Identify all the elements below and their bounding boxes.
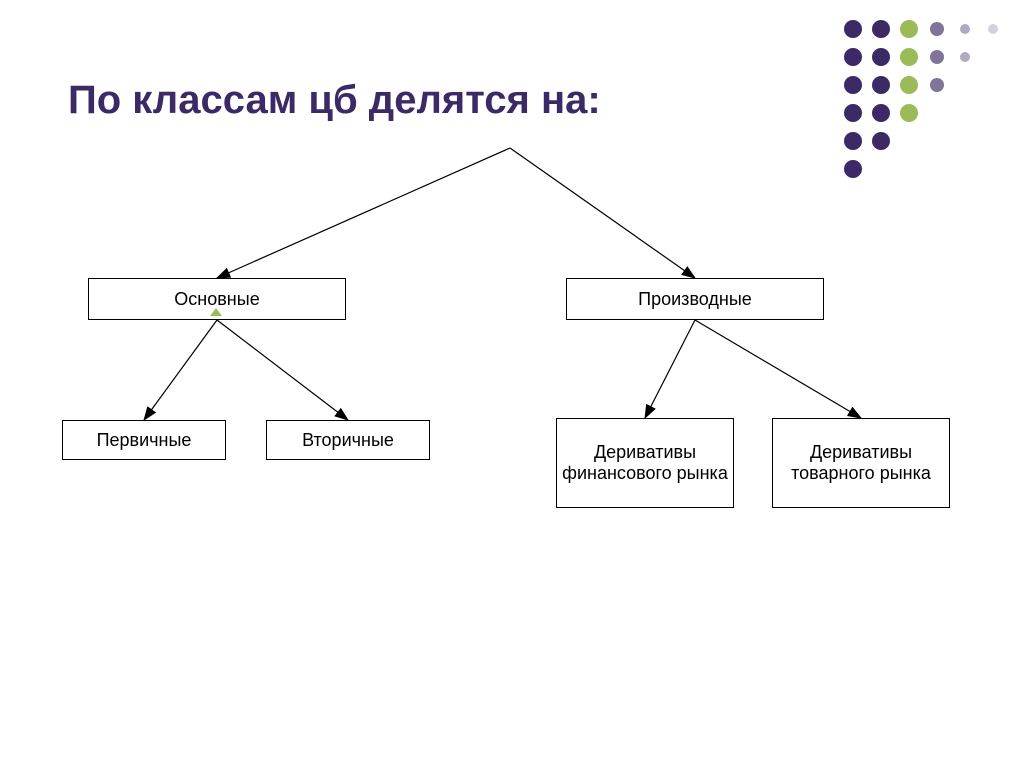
decorative-dot	[844, 132, 862, 150]
decorative-dot	[872, 48, 890, 66]
decorative-dot	[960, 24, 970, 34]
decorative-dot	[960, 52, 970, 62]
decorative-dot	[844, 48, 862, 66]
decorative-dot	[900, 104, 918, 122]
decorative-dot	[988, 24, 998, 34]
decorative-dot	[930, 50, 944, 64]
decorative-dot	[844, 104, 862, 122]
node-deriv: Производные	[566, 278, 824, 320]
node-primary: Первичные	[62, 420, 226, 460]
decorative-dot	[900, 48, 918, 66]
decorative-dot	[844, 20, 862, 38]
decorative-dot	[872, 20, 890, 38]
decorative-dot	[872, 76, 890, 94]
decorative-dot	[872, 104, 890, 122]
decorative-dot	[900, 76, 918, 94]
decorative-dot	[844, 160, 862, 178]
decorative-dot	[844, 76, 862, 94]
page-title: По классам цб делятся на:	[68, 78, 601, 123]
decorative-dot	[930, 22, 944, 36]
node-comm: Деривативы товарного рынка	[772, 418, 950, 508]
node-fin: Деривативы финансового рынка	[556, 418, 734, 508]
accent-marker	[210, 308, 222, 316]
decorative-dot	[872, 132, 890, 150]
node-secondary: Вторичные	[266, 420, 430, 460]
decorative-dot	[900, 20, 918, 38]
decorative-dot	[930, 78, 944, 92]
